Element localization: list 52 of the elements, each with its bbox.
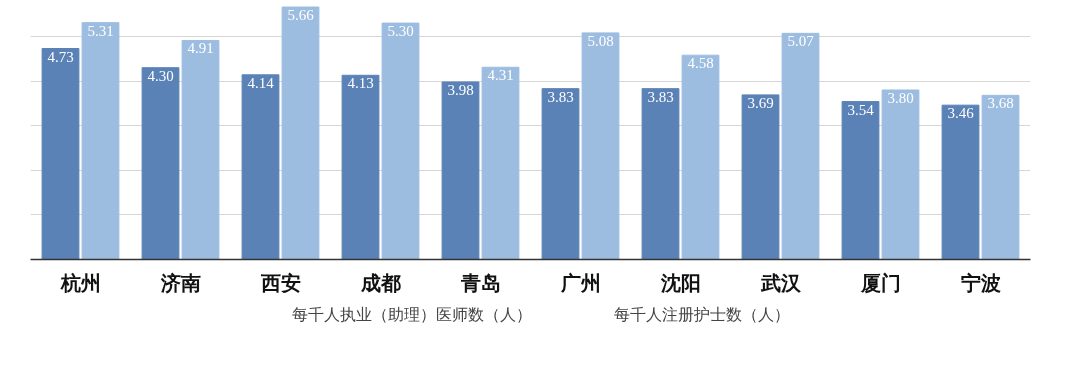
data-label: 3.98 (447, 81, 474, 98)
bar (781, 32, 820, 260)
x-tick-label: 广州 (559, 270, 601, 295)
bar (881, 89, 920, 260)
x-tick-label: 成都 (359, 270, 401, 295)
data-label: 4.13 (347, 75, 374, 92)
x-tick-label: 沈阳 (659, 270, 701, 295)
bar (481, 66, 520, 260)
bar (941, 104, 980, 260)
x-tick-label: 武汉 (759, 270, 802, 295)
x-tick-label: 厦门 (859, 270, 901, 295)
data-label: 4.31 (487, 67, 514, 84)
data-label: 3.83 (547, 88, 574, 105)
data-label: 4.91 (187, 40, 214, 57)
bar (741, 94, 780, 260)
data-label: 4.30 (147, 67, 174, 84)
bar (681, 54, 720, 260)
data-label: 5.30 (387, 23, 414, 40)
data-label: 5.08 (587, 32, 614, 49)
text: 每千人执业（助理）医师数（人） (292, 304, 532, 326)
x-tick-label: 杭州 (59, 270, 101, 295)
bar (541, 88, 580, 260)
data-label: 3.46 (947, 105, 975, 122)
bar (841, 101, 880, 260)
x-tick-label: 济南 (159, 270, 201, 295)
data-label: 3.69 (747, 94, 774, 111)
bar (281, 6, 320, 260)
x-tick-label: 宁波 (960, 270, 1001, 295)
bar (181, 39, 220, 260)
bar (41, 48, 80, 260)
bar (441, 81, 480, 260)
bar (381, 22, 420, 260)
data-label: 5.31 (87, 22, 114, 39)
data-label: 5.66 (287, 7, 315, 24)
bar (141, 67, 180, 260)
data-label: 3.54 (847, 101, 875, 118)
data-label: 4.58 (687, 55, 714, 72)
x-tick-label: 西安 (259, 270, 301, 295)
text: 每千人注册护士数（人） (614, 304, 790, 326)
bar (81, 22, 120, 260)
bar (981, 94, 1020, 260)
data-label: 3.68 (987, 95, 1014, 112)
data-label: 5.07 (787, 33, 815, 50)
data-label: 3.83 (647, 88, 674, 105)
bar (641, 88, 680, 260)
bar (241, 74, 280, 260)
bar (341, 74, 380, 260)
bar (581, 32, 620, 260)
data-label: 4.73 (47, 48, 74, 65)
data-label: 3.80 (887, 89, 914, 106)
data-label: 4.14 (247, 74, 275, 91)
x-tick-label: 青岛 (459, 270, 501, 295)
